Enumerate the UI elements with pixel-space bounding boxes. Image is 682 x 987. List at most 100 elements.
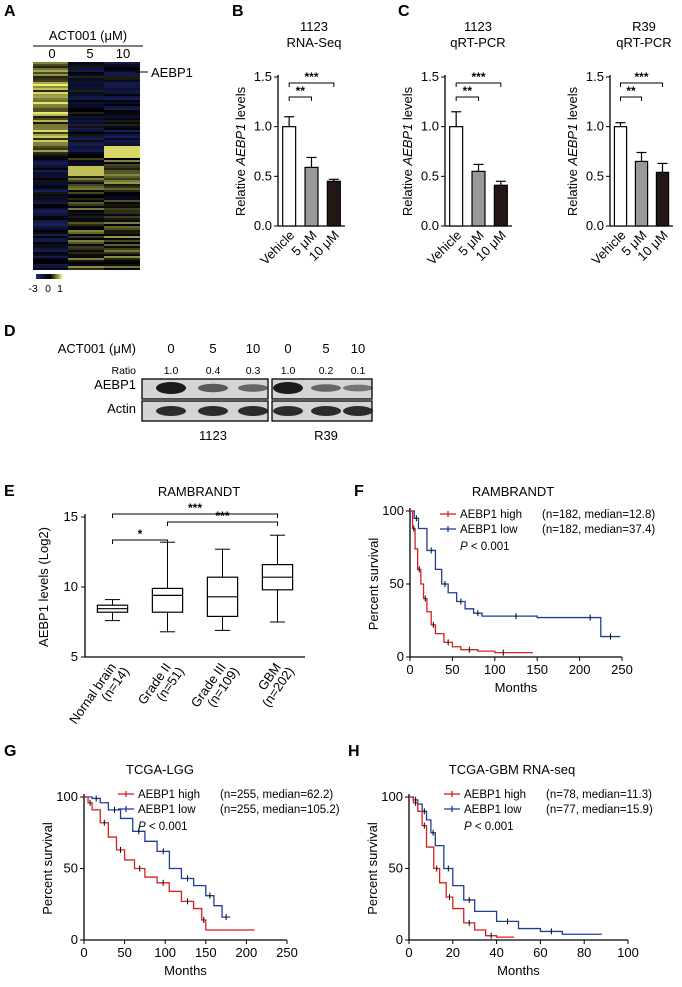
heatmap-cell bbox=[104, 178, 140, 180]
heatmap-cell bbox=[104, 162, 140, 164]
heatmap-cell bbox=[104, 254, 140, 256]
heatmap-cell bbox=[68, 216, 104, 218]
y-tick-label: 10 bbox=[64, 579, 78, 594]
y-axis-label: Relative AEBP1 levels bbox=[565, 86, 580, 216]
heatmap-cell bbox=[33, 224, 68, 226]
heatmap-cell bbox=[68, 66, 104, 68]
heatmap-cell bbox=[68, 250, 104, 252]
heatmap-cell bbox=[33, 218, 68, 220]
legend-label: AEBP1 high bbox=[460, 509, 522, 521]
heatmap-cell bbox=[104, 94, 140, 96]
legend-stats: (n=77, median=15.9) bbox=[546, 804, 653, 816]
heatmap-cell bbox=[104, 154, 140, 156]
bar bbox=[449, 126, 464, 227]
heatmap-cell bbox=[33, 238, 68, 240]
heatmap-cell bbox=[68, 112, 104, 114]
heatmap-cell bbox=[104, 250, 140, 252]
heatmap-cell bbox=[33, 252, 68, 254]
heatmap-cell bbox=[33, 110, 68, 112]
km-plot-tcga-lgg: TCGA-LGG 0 50 100 0 50 100 150 200 250 Months Perce… bbox=[40, 762, 340, 978]
heatmap-cell bbox=[104, 202, 140, 204]
heatmap-cell bbox=[104, 216, 140, 218]
heatmap-cell bbox=[33, 144, 68, 146]
x-tick-label: 150 bbox=[195, 945, 217, 960]
heatmap-cell bbox=[104, 102, 140, 104]
survival-curve bbox=[410, 510, 533, 654]
y-tick-label: 15 bbox=[64, 509, 78, 524]
significance-bracket bbox=[455, 96, 479, 101]
heatmap-cell bbox=[104, 164, 140, 166]
heatmap-cell bbox=[68, 102, 104, 104]
heatmap-cell bbox=[104, 128, 140, 130]
heatmap-cell bbox=[33, 240, 68, 242]
y-tick-label: 100 bbox=[382, 503, 404, 518]
heatmap-cell bbox=[68, 214, 104, 216]
bar bbox=[326, 180, 341, 227]
heatmap-cell bbox=[33, 248, 68, 250]
heatmap-cell bbox=[33, 62, 68, 64]
heatmap-cell bbox=[104, 132, 140, 134]
y-tick-label: 50 bbox=[390, 576, 404, 591]
heatmap-cell bbox=[104, 130, 140, 132]
y-tick-label: 0.5 bbox=[586, 168, 604, 183]
chart-title: TCGA-LGG bbox=[126, 762, 194, 777]
heatmap-cell bbox=[33, 96, 68, 98]
km-plot-rambrandt: RAMBRANDT 0 50 100 0 50 100 150 200 250 Months Perc… bbox=[366, 484, 655, 695]
significance-bracket bbox=[288, 96, 312, 101]
heatmap-cell bbox=[68, 72, 104, 74]
cell-line-label: 1123 bbox=[199, 428, 227, 443]
y-tick-label: 0.0 bbox=[254, 218, 272, 233]
y-axis-label: Relative AEBP1 levels bbox=[400, 86, 415, 216]
heatmap-cell bbox=[68, 172, 104, 174]
heatmap-cell bbox=[33, 114, 68, 116]
x-tick-label: 150 bbox=[526, 662, 548, 677]
heatmap-cell bbox=[68, 120, 104, 122]
heatmap-cell bbox=[33, 100, 68, 102]
heatmap-cell bbox=[104, 86, 140, 88]
heatmap-cell bbox=[68, 244, 104, 246]
heatmap-cell bbox=[68, 252, 104, 254]
y-tick-label: 0 bbox=[397, 649, 404, 664]
heatmap-cell bbox=[33, 212, 68, 214]
heatmap-cell bbox=[68, 222, 104, 224]
heatmap-cell bbox=[68, 70, 104, 72]
heatmap-cell bbox=[104, 242, 140, 244]
heatmap-cell bbox=[68, 90, 104, 92]
heatmap-cell bbox=[33, 254, 68, 256]
heatmap-cell bbox=[68, 232, 104, 234]
bar bbox=[613, 126, 628, 227]
heatmap-grid bbox=[33, 62, 140, 270]
heatmap-cell bbox=[68, 262, 104, 264]
heatmap-cell bbox=[68, 238, 104, 240]
heatmap-cell bbox=[68, 202, 104, 204]
survival-curve bbox=[409, 796, 602, 935]
ratio-value: 0.1 bbox=[351, 365, 366, 377]
heatmap-cell bbox=[68, 130, 104, 132]
heatmap-cell bbox=[68, 242, 104, 244]
heatmap-cell bbox=[104, 152, 140, 154]
p-value: P < 0.001 bbox=[460, 541, 510, 553]
heatmap-cell bbox=[104, 96, 140, 98]
heatmap-cell bbox=[33, 210, 68, 212]
heatmap-cell bbox=[104, 138, 140, 140]
heatmap-cell bbox=[33, 230, 68, 232]
heatmap-cell bbox=[68, 142, 104, 144]
heatmap-column-label: 5 bbox=[86, 46, 93, 61]
significance-label: ** bbox=[626, 84, 636, 98]
heatmap-cell bbox=[33, 192, 68, 194]
x-tick-label: 20 bbox=[446, 945, 460, 960]
y-tick-label: 0 bbox=[396, 932, 403, 947]
aebp1-band bbox=[156, 382, 186, 394]
heatmap-treatment-label: ACT001 (μM) bbox=[49, 28, 127, 43]
significance-bracket bbox=[455, 82, 502, 87]
heatmap-cell bbox=[104, 112, 140, 114]
heatmap-cell bbox=[104, 92, 140, 94]
heatmap-cell bbox=[68, 210, 104, 212]
western-blot-images bbox=[141, 378, 373, 422]
heatmap-cell bbox=[68, 226, 104, 228]
x-tick-label: 80 bbox=[577, 945, 591, 960]
heatmap-cell bbox=[33, 262, 68, 264]
